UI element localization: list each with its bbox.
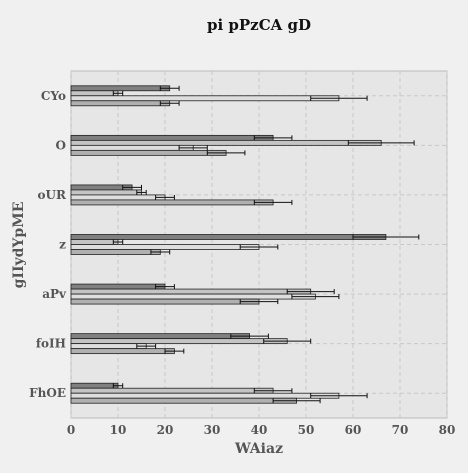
bar — [70, 343, 147, 350]
x-tick-label: 60 — [345, 423, 362, 437]
error-bars-group — [112, 85, 420, 404]
bar — [70, 189, 142, 196]
bar — [70, 298, 260, 305]
y-tick-label: FhOE — [29, 386, 66, 400]
bar — [70, 194, 166, 201]
x-tick-label: 20 — [157, 423, 174, 437]
bar — [70, 95, 340, 102]
x-tick-label: 80 — [439, 423, 456, 437]
y-tick-label: foIH — [36, 337, 66, 351]
bar — [70, 149, 227, 156]
bar — [70, 199, 274, 206]
bar — [70, 382, 119, 389]
bar — [70, 234, 387, 240]
bar — [70, 239, 119, 245]
bar — [70, 139, 382, 146]
bar — [70, 338, 288, 345]
bar — [70, 392, 340, 399]
bar — [70, 249, 161, 255]
bar — [70, 134, 274, 141]
x-tick-label: 30 — [204, 423, 221, 437]
y-tick-label: O — [56, 138, 66, 152]
x-tick-label: 40 — [251, 423, 268, 437]
y-tick-label: CYo — [41, 89, 66, 103]
x-axis-ticks: 0 10 20 30 40 50 60 70 80 — [67, 423, 456, 437]
bar — [70, 244, 260, 250]
x-tick-label: 70 — [392, 423, 409, 437]
y-tick-label: aPv — [42, 287, 67, 301]
y-tick-label: z — [59, 238, 66, 252]
grid-lines — [70, 71, 448, 418]
x-tick-label: 0 — [67, 423, 75, 437]
x-tick-label: 50 — [298, 423, 315, 437]
bar — [70, 397, 298, 404]
bar — [70, 90, 119, 97]
bar — [70, 333, 251, 340]
bar — [70, 85, 171, 92]
x-tick-label: 10 — [110, 423, 127, 437]
bar — [70, 387, 274, 394]
chart-title: pi pPzCA gD — [207, 16, 311, 34]
bar — [70, 348, 175, 355]
bar — [70, 283, 166, 290]
y-axis-label: gIIydYpME — [11, 202, 27, 289]
x-axis-label: WAiaz — [234, 441, 283, 457]
y-tick-label: oUR — [38, 188, 67, 202]
bar — [70, 293, 316, 300]
bar — [70, 100, 171, 107]
bar — [70, 288, 312, 295]
bar — [70, 144, 194, 151]
